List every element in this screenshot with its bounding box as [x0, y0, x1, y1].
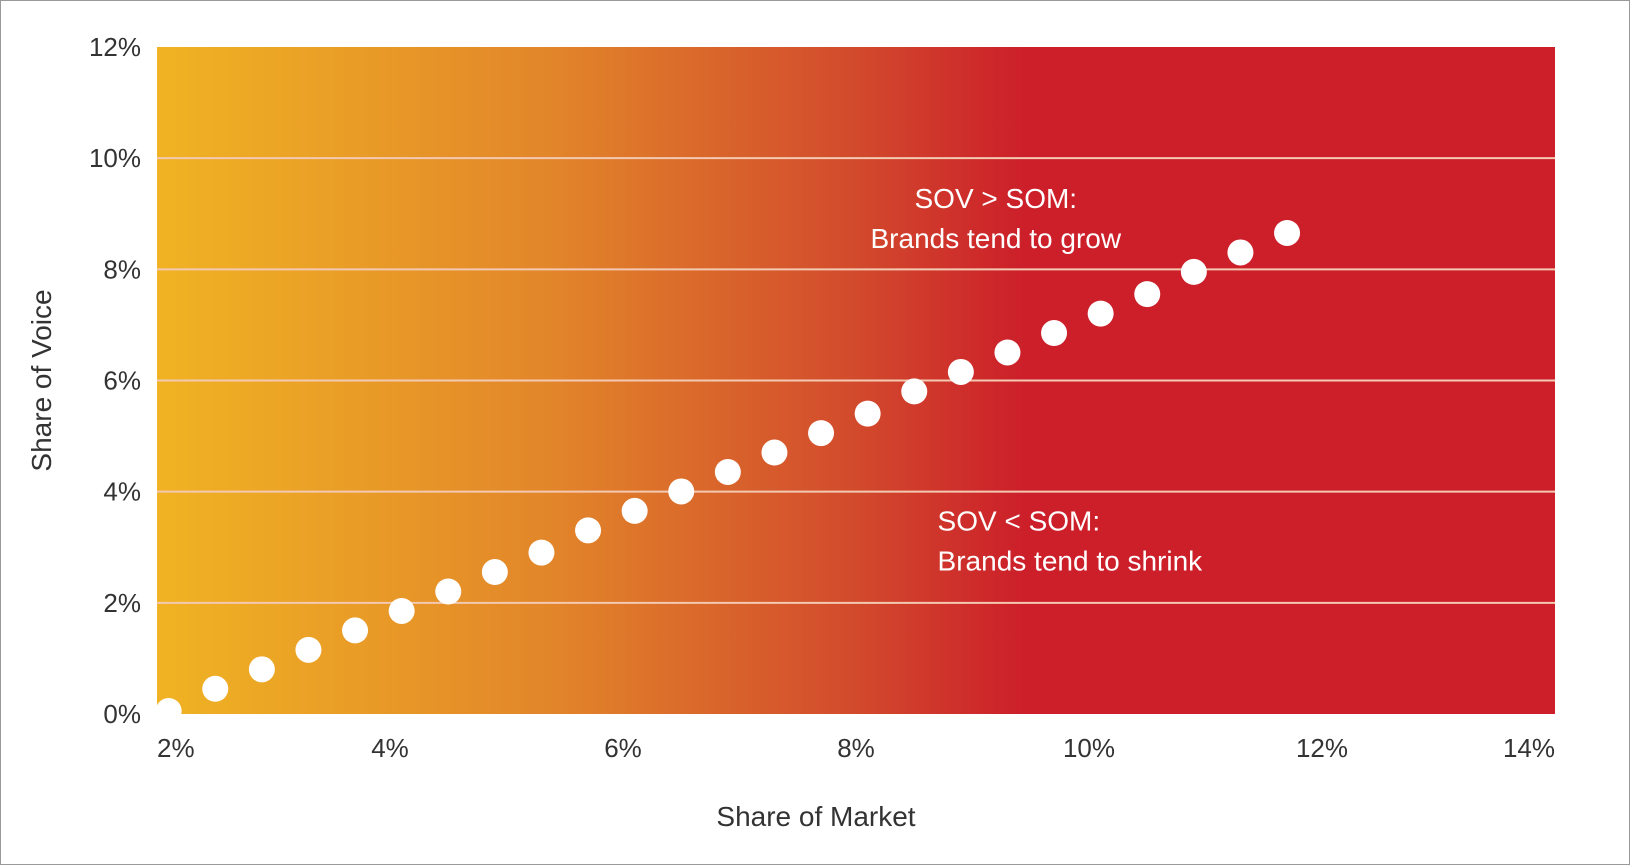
annotation-text: SOV < SOM: Brands tend to shrink	[938, 506, 1204, 577]
x-tick-label: 12%	[1296, 733, 1348, 763]
data-point	[202, 675, 229, 702]
x-tick-label: 14%	[1503, 733, 1555, 763]
data-point	[1134, 281, 1161, 308]
data-point	[808, 420, 835, 447]
y-tick-label: 6%	[103, 366, 141, 396]
data-point	[714, 458, 741, 485]
data-point	[947, 358, 974, 385]
data-points	[155, 219, 1301, 724]
data-point	[481, 559, 508, 586]
annotation-line: SOV < SOM:	[938, 506, 1101, 537]
data-point	[435, 578, 462, 605]
data-point	[1274, 219, 1301, 246]
x-axis-title: Share of Market	[716, 801, 915, 832]
data-point	[528, 539, 555, 566]
x-tick-label: 4%	[371, 733, 409, 763]
data-point	[761, 439, 788, 466]
x-tick-label: 2%	[157, 733, 195, 763]
data-point	[1041, 320, 1068, 347]
annotation-line: Brands tend to shrink	[938, 546, 1204, 577]
annotation-text: SOV > SOM: Brands tend to grow	[871, 183, 1122, 254]
data-point	[1087, 300, 1114, 327]
data-point	[1180, 258, 1207, 285]
x-axis-ticks: 2% 4% 6% 8% 10% 12% 14%	[157, 733, 1555, 763]
data-point	[668, 478, 695, 505]
data-point	[621, 497, 648, 524]
data-point	[1227, 239, 1254, 266]
gridlines	[157, 157, 1555, 604]
data-point	[295, 636, 322, 663]
data-point	[994, 339, 1021, 366]
data-point	[388, 597, 415, 624]
x-tick-label: 6%	[604, 733, 642, 763]
data-point	[248, 656, 275, 683]
y-tick-label: 10%	[89, 143, 141, 173]
annotations: SOV > SOM: Brands tend to grow SOV < SOM: B…	[871, 183, 1204, 576]
y-tick-label: 0%	[103, 699, 141, 729]
data-point	[575, 517, 602, 544]
y-axis-ticks: 0% 2% 4% 6% 8% 10% 12%	[89, 32, 141, 729]
data-point	[901, 378, 928, 405]
y-tick-label: 2%	[103, 588, 141, 618]
data-point	[854, 400, 881, 427]
y-tick-label: 8%	[103, 254, 141, 284]
x-tick-label: 8%	[837, 733, 875, 763]
annotation-line: Brands tend to grow	[871, 223, 1122, 254]
data-point	[342, 617, 369, 644]
data-point	[155, 698, 182, 724]
y-tick-label: 4%	[103, 477, 141, 507]
y-axis-title: Share of Voice	[26, 289, 57, 471]
y-tick-label: 12%	[89, 32, 141, 62]
x-tick-label: 10%	[1063, 733, 1115, 763]
annotation-line: SOV > SOM:	[914, 183, 1077, 214]
